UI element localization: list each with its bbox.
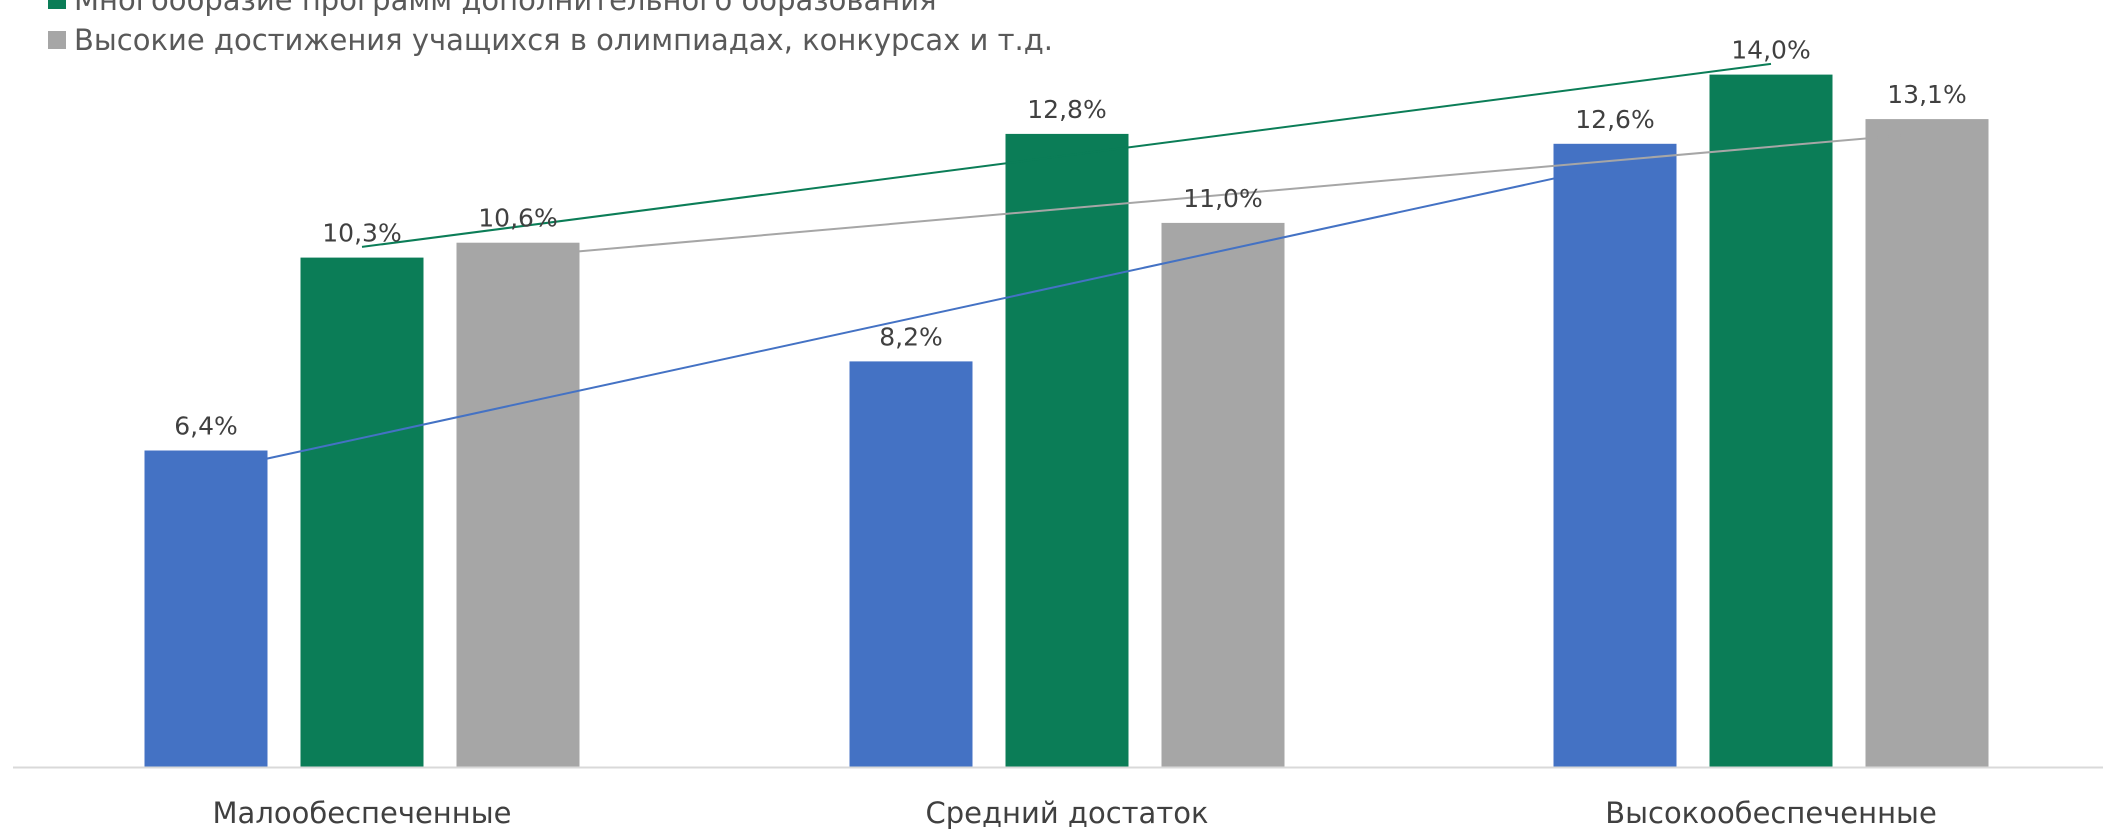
data-label-series-2-category-1: 10,3% <box>322 219 401 248</box>
data-label-series-3-category-1: 10,6% <box>478 204 557 233</box>
data-label-series-1-category-3: 12,6% <box>1575 105 1654 134</box>
data-label-series-3-category-3: 13,1% <box>1887 80 1966 109</box>
category-labels-layer: Малообеспеченные Средний достаток Высокооб… <box>213 796 1937 829</box>
bars-layer <box>145 75 1989 767</box>
category-label-2: Средний достаток <box>926 796 1209 829</box>
category-label-3: Высокообеспеченные <box>1605 796 1937 829</box>
bar-series-2-category-3 <box>1710 75 1833 767</box>
data-label-series-1-category-1: 6,4% <box>174 412 238 441</box>
bar-series-1-category-1 <box>145 451 268 768</box>
bar-series-1-category-3 <box>1554 144 1677 767</box>
category-label-1: Малообеспеченные <box>213 796 512 829</box>
bar-series-3-category-2 <box>1162 223 1285 767</box>
data-label-series-2-category-2: 12,8% <box>1027 95 1106 124</box>
bar-series-3-category-3 <box>1866 119 1989 767</box>
data-label-series-3-category-2: 11,0% <box>1183 184 1262 213</box>
bar-series-2-category-2 <box>1006 134 1129 767</box>
data-label-series-2-category-3: 14,0% <box>1731 36 1810 65</box>
data-label-series-1-category-2: 8,2% <box>879 322 943 351</box>
bar-series-2-category-1 <box>301 258 424 767</box>
bar-series-1-category-2 <box>850 361 973 767</box>
bar-series-3-category-1 <box>457 243 580 767</box>
